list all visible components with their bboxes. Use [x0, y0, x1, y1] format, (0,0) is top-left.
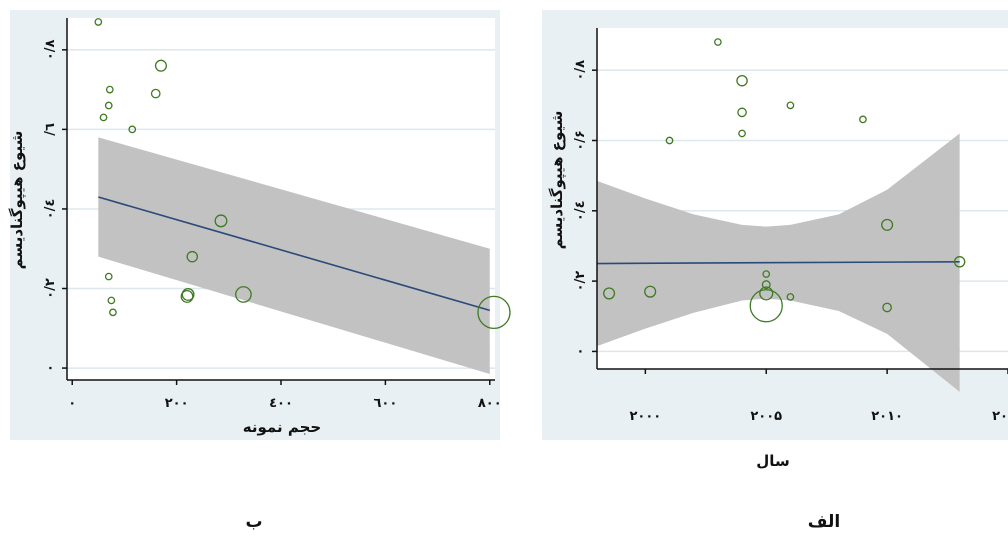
x-tick-label: ۲۰۰۵: [750, 409, 782, 424]
data-point: [235, 286, 252, 303]
data-point: [105, 85, 114, 94]
y-tick-label: ۰/۸: [573, 60, 588, 81]
data-point: [214, 214, 228, 228]
data-point: [665, 136, 674, 145]
data-point: [759, 286, 774, 301]
data-point: [104, 101, 113, 110]
y-tick-label: ۰: [573, 347, 588, 355]
data-point: [714, 38, 722, 46]
x-tick-label: ۸۰۰: [478, 396, 502, 411]
data-point: [603, 287, 616, 300]
x-tick-label: ٦۰۰: [373, 396, 397, 411]
chart-panel-b: ۰ ۰/۲ ۰/٤/٦ ۰/۸ ۰ ۲۰۰ ٤۰۰ ٦۰۰ ۸۰۰ حجم نمونه شیوع…: [8, 10, 511, 532]
y-tick-label: ۰/۲: [573, 271, 588, 292]
y-tick-label: ۰/٤: [573, 200, 588, 221]
data-point: [736, 74, 748, 87]
data-point: [128, 125, 137, 134]
y-tick-label: ۰/۶: [573, 130, 588, 151]
chart-b-panel-label: ب: [245, 512, 262, 532]
x-tick-label: ۲۰۱۰: [871, 409, 903, 424]
data-point: [107, 296, 116, 305]
data-point: [859, 115, 867, 124]
chart-panel-alef: ۰ ۰/۲ ۰/٤ ۰/۶ ۰/۸ ۲۰۰۰ ۲۰۰۵ ۲۰۱۰ ۲۰۱۵ سال شیوع ه…: [542, 10, 1008, 532]
data-point: [94, 18, 103, 26]
y-tick-label: /٦: [43, 123, 58, 136]
chart-b-y-label: شیوع هیپوگنادیسم: [8, 131, 27, 270]
data-point: [644, 285, 657, 298]
data-point: [150, 88, 161, 99]
chart-alef-panel-label: الف: [808, 512, 840, 532]
y-tick-label: ۰/٤: [43, 199, 58, 220]
chart-alef-x-label: سال: [756, 452, 789, 470]
data-point: [762, 270, 771, 278]
data-point: [786, 293, 795, 301]
data-point: [737, 107, 747, 118]
data-point: [104, 272, 113, 281]
data-point: [154, 59, 168, 72]
y-tick-label: ۰/۲: [43, 278, 58, 299]
data-point: [186, 250, 199, 263]
data-point: [786, 101, 795, 110]
data-point: [99, 113, 108, 122]
x-tick-label: ۰: [68, 396, 76, 411]
chart-b-x-label: حجم نمونه: [243, 418, 321, 436]
data-point: [738, 129, 746, 138]
data-point: [180, 290, 194, 303]
data-point: [953, 256, 966, 268]
y-tick-label: ۰/۸: [43, 39, 58, 60]
x-tick-label: ۲۰۰۰: [629, 409, 661, 424]
data-point: [477, 295, 511, 330]
confidence-band: [98, 137, 490, 375]
y-tick-label: ۰: [43, 364, 58, 372]
fit-line: [98, 196, 491, 312]
data-point: [761, 280, 771, 290]
chart-alef-y-label: شیوع هیپوگنادیسم: [548, 111, 567, 250]
data-point: [882, 302, 892, 313]
data-point: [181, 288, 195, 301]
x-tick-label: ۲۰۱۵: [992, 409, 1008, 424]
data-point: [881, 218, 894, 231]
data-point: [749, 289, 783, 323]
x-tick-label: ۲۰۰: [165, 396, 189, 411]
x-tick-label: ٤۰۰: [269, 396, 293, 411]
data-point: [109, 308, 117, 317]
fit-line: [596, 260, 960, 265]
